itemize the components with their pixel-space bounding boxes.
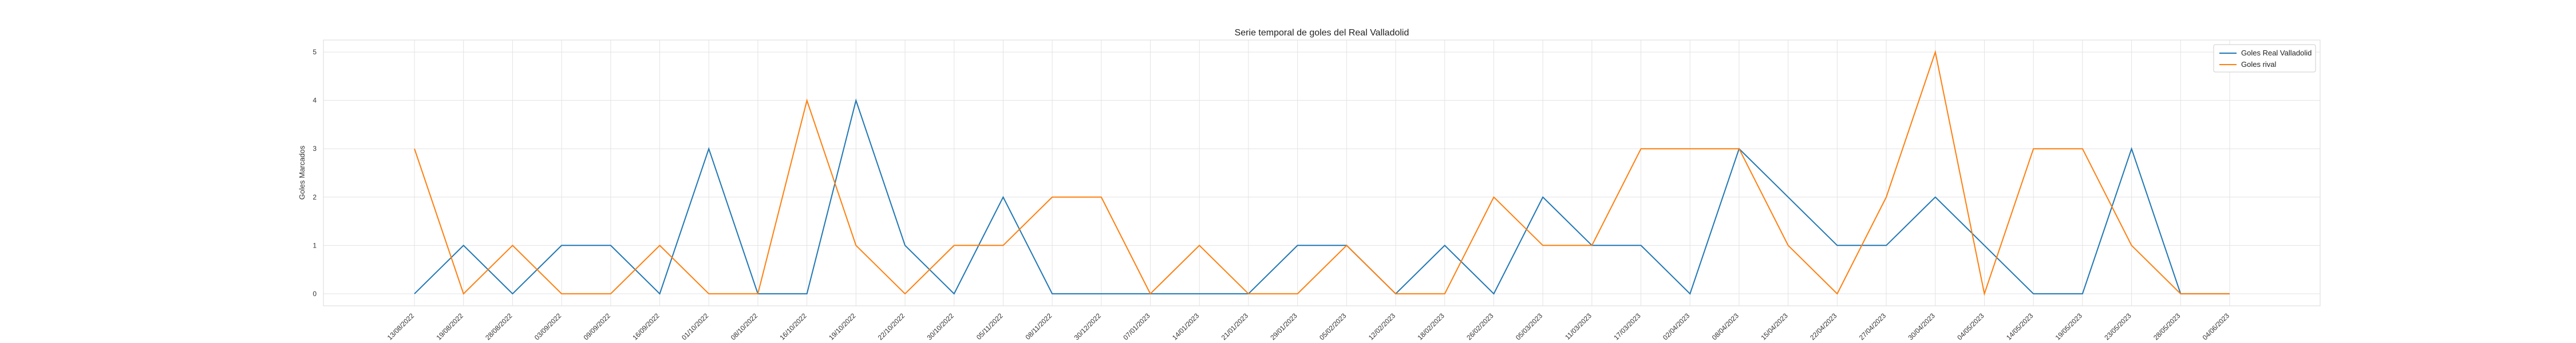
series-line-0 [414,98,2230,295]
y-axis-label: Goles Marcados [298,145,306,200]
x-tick-label: 22/10/2022 [876,312,907,342]
x-tick-label: 14/05/2023 [2005,312,2035,342]
x-tick-label: 07/01/2023 [1121,312,1152,342]
x-tick-label: 09/09/2022 [582,312,613,342]
legend: Goles Real Valladolid Goles rival [2213,44,2316,73]
series-line-1 [414,50,2230,296]
y-tick-label: 0 [313,290,317,298]
x-tick-label: 16/10/2022 [778,312,808,342]
x-tick-label: 01/10/2022 [680,312,710,342]
x-tick-label: 05/03/2023 [1514,312,1544,342]
x-tick-label: 27/04/2023 [1858,312,1888,342]
x-tick-label: 17/03/2023 [1612,312,1642,342]
x-tick-label: 18/02/2023 [1416,312,1447,342]
x-tick-label: 23/05/2023 [2103,312,2133,342]
x-tick-label: 30/10/2022 [925,312,955,342]
x-tick-label: 26/02/2023 [1465,312,1495,342]
x-tick-label: 19/08/2022 [434,312,465,342]
x-tick-label: 19/05/2023 [2054,312,2084,342]
x-tick-label: 15/04/2023 [1759,312,1789,342]
x-tick-label: 03/09/2022 [533,312,563,342]
legend-label-valladolid: Goles Real Valladolid [2241,49,2312,57]
y-tick-label: 3 [313,145,317,153]
x-tick-label: 29/01/2023 [1269,312,1299,342]
x-tick-label: 12/02/2023 [1367,312,1397,342]
y-tick-label: 1 [313,241,317,249]
x-tick-label: 22/04/2023 [1808,312,1839,342]
x-tick-label: 02/04/2023 [1661,312,1692,342]
x-tick-label: 28/05/2023 [2152,312,2182,342]
x-tick-label: 11/03/2023 [1563,312,1593,341]
plot-area [323,39,2321,306]
x-tick-label: 16/09/2022 [631,312,661,342]
x-tick-label: 04/06/2023 [2201,312,2231,342]
x-tick-label: 21/01/2023 [1220,312,1250,342]
x-tick-label: 08/10/2022 [729,312,760,342]
x-tick-label: 04/05/2023 [1955,312,1986,342]
y-tick-label: 2 [313,193,317,201]
x-tick-label: 14/01/2023 [1171,312,1201,342]
y-axis-ticks: 0 1 2 3 4 5 [313,48,317,298]
legend-box [2213,44,2316,73]
x-tick-label: 30/12/2022 [1073,312,1103,342]
x-tick-label: 19/10/2022 [827,312,858,342]
chart-title: Serie temporal de goles del Real Vallado… [1235,28,1409,38]
x-tick-label: 05/02/2023 [1318,312,1348,342]
y-tick-label: 5 [313,48,317,56]
grid-lines [323,40,2320,306]
x-tick-label: 08/11/2022 [1024,312,1054,341]
x-tick-label: 05/11/2022 [975,312,1005,341]
x-tick-label: 08/04/2023 [1710,312,1741,342]
series-lines [414,50,2230,296]
x-tick-label: 13/08/2022 [386,312,416,342]
x-axis-ticks: 13/08/2022 19/08/2022 28/08/2022 03/09/2022… [386,312,2231,342]
legend-label-rival: Goles rival [2241,60,2277,69]
x-tick-label: 28/08/2022 [484,312,514,342]
y-tick-label: 4 [313,97,317,105]
x-tick-label: 30/04/2023 [1907,312,1937,342]
